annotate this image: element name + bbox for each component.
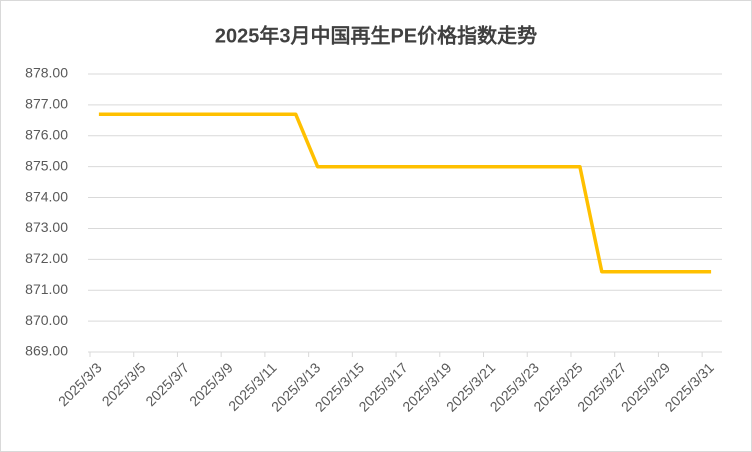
y-tick-label: 878.00	[25, 65, 68, 81]
y-tick-label: 877.00	[25, 96, 68, 112]
y-tick-label: 873.00	[25, 219, 68, 235]
y-tick-label: 875.00	[25, 157, 68, 173]
y-tick-label: 874.00	[25, 188, 68, 204]
y-tick-label: 869.00	[25, 343, 68, 359]
y-tick-label: 871.00	[25, 281, 68, 297]
chart-title: 2025年3月中国再生PE价格指数走势	[215, 23, 537, 47]
y-tick-label: 870.00	[25, 312, 68, 328]
y-tick-label: 872.00	[25, 250, 68, 266]
data-line	[98, 112, 712, 274]
y-tick-label: 876.00	[25, 126, 68, 142]
